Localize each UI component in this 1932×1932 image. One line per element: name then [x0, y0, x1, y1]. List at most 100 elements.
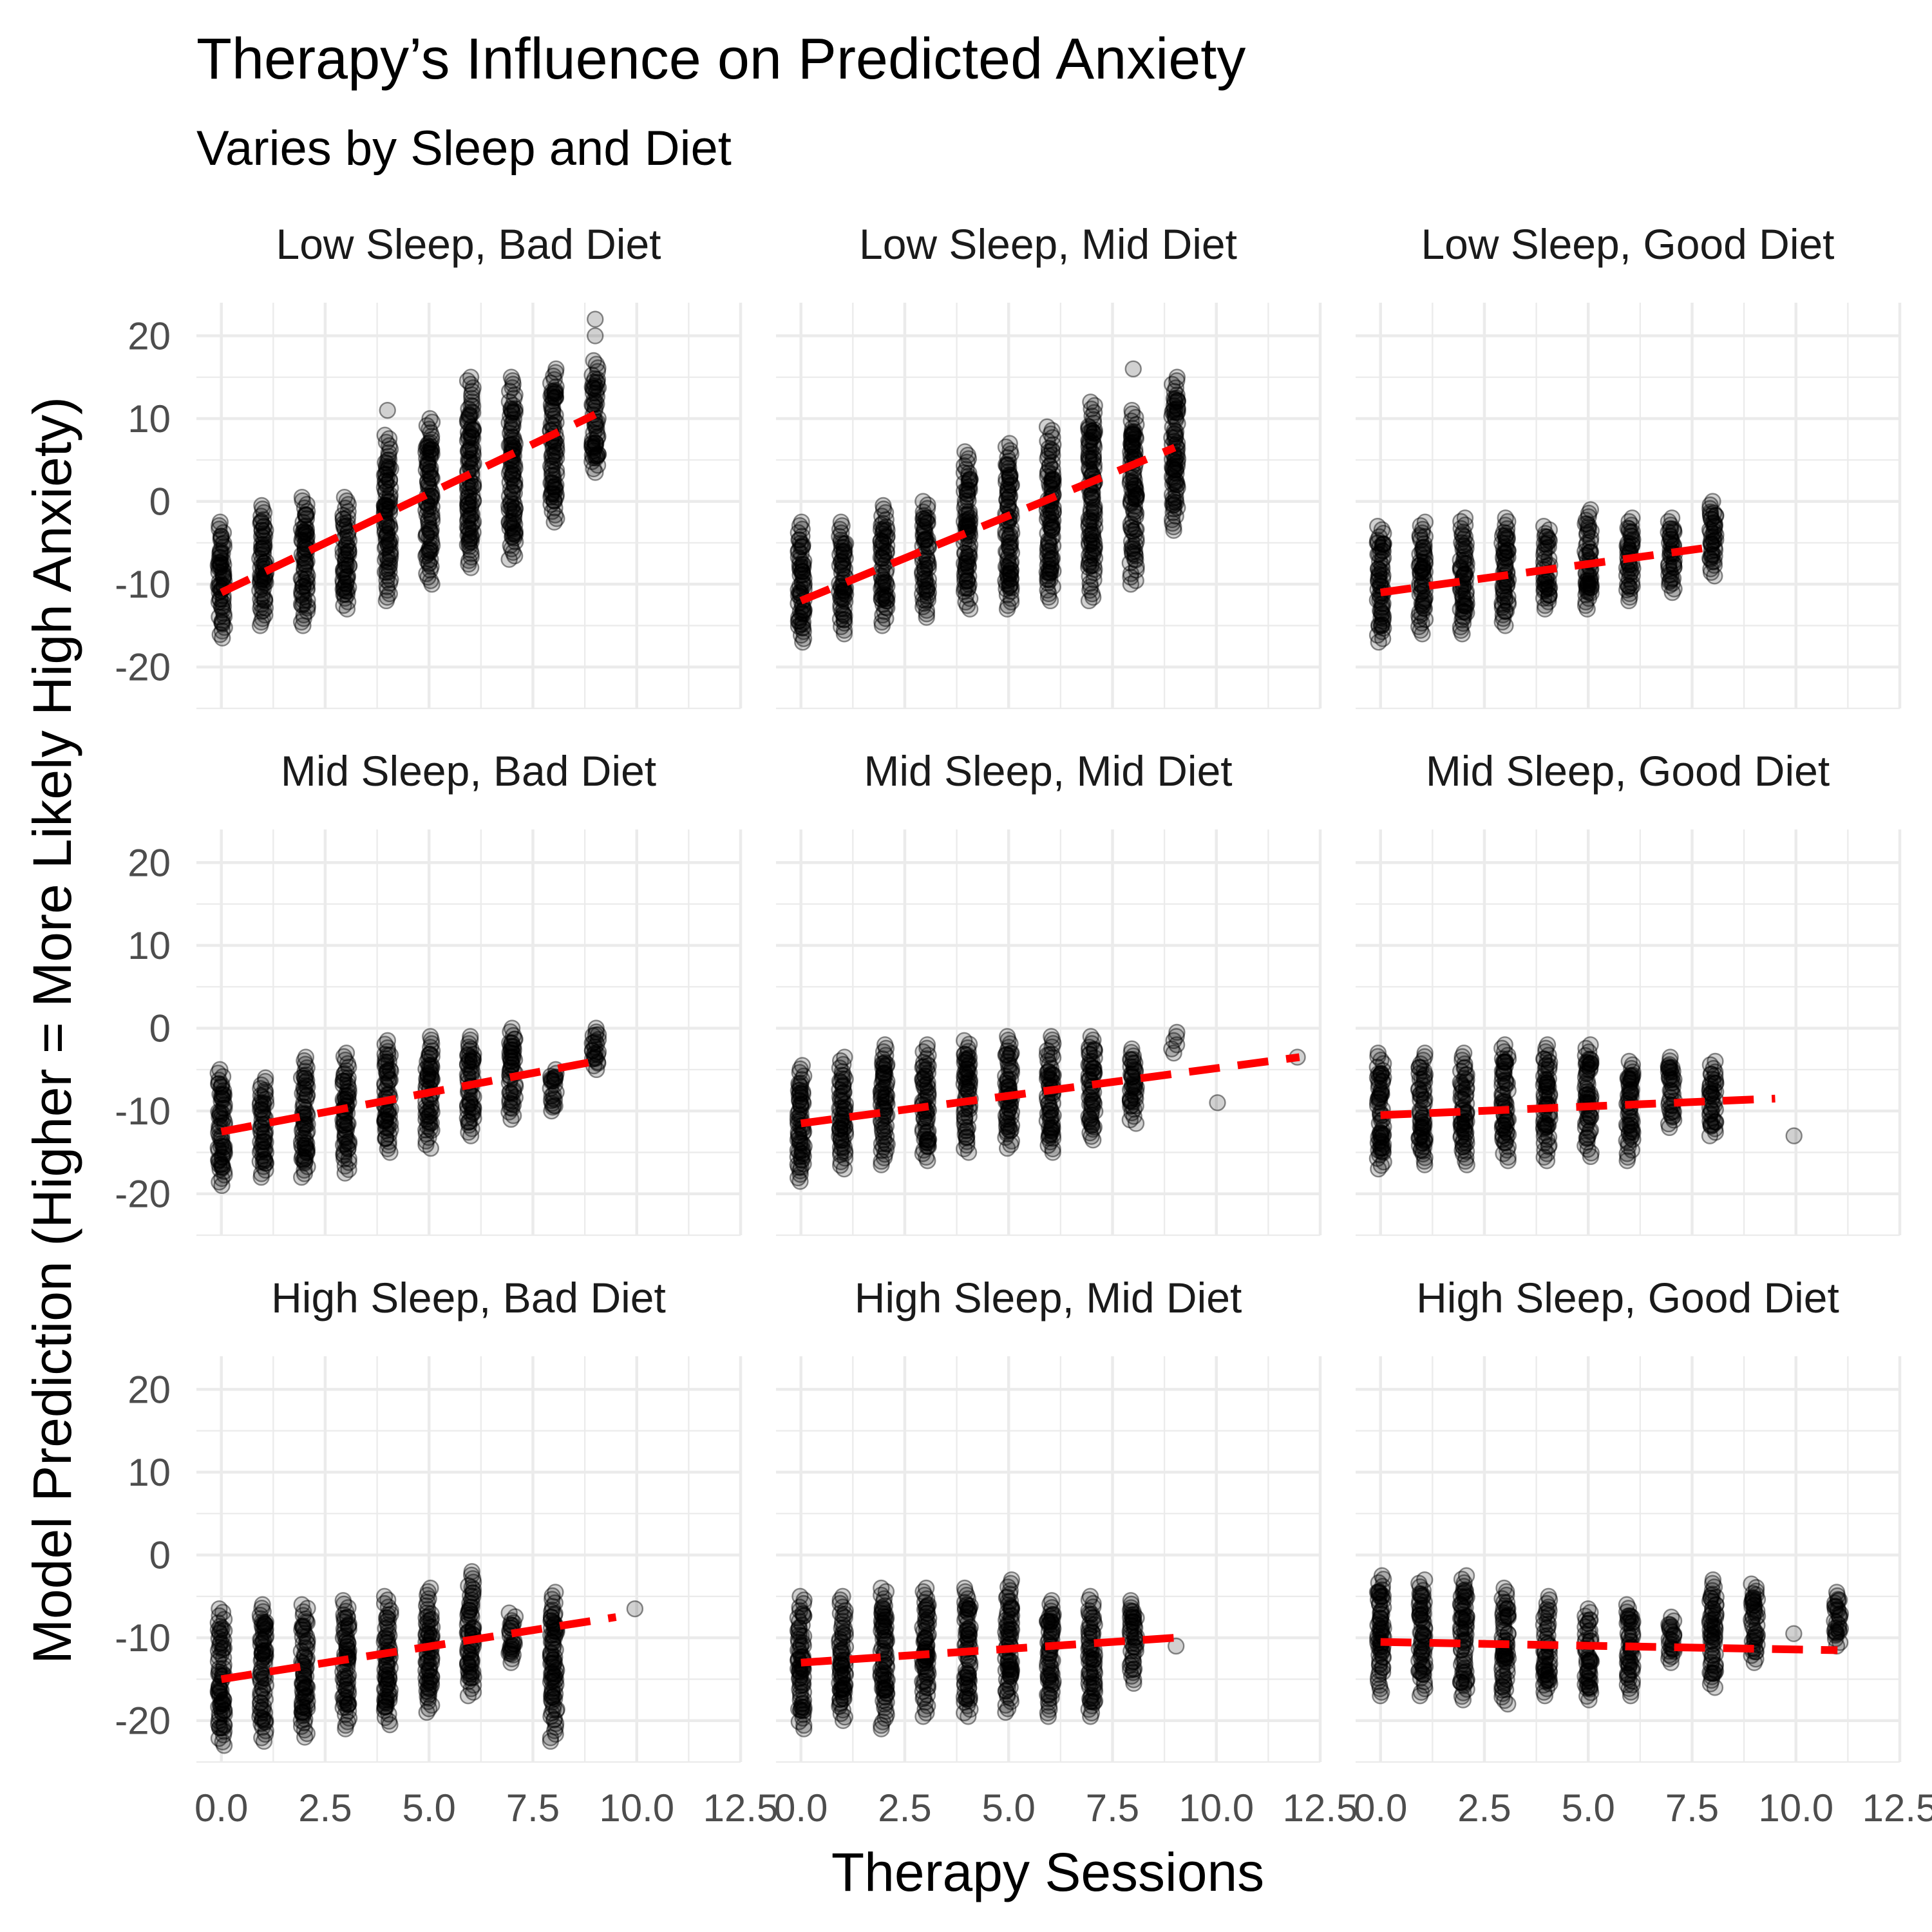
data-point	[460, 533, 478, 550]
data-point	[875, 574, 893, 591]
data-point	[339, 514, 356, 531]
data-point	[256, 591, 274, 609]
trend-line	[220, 1057, 596, 1136]
data-point	[956, 443, 974, 460]
data-point	[298, 506, 315, 524]
data-point	[336, 560, 354, 578]
data-point	[504, 375, 522, 393]
data-point	[252, 513, 270, 531]
facet-strip-label: Mid Sleep, Mid Diet	[864, 747, 1232, 795]
data-point	[543, 464, 561, 481]
data-point	[1126, 502, 1144, 520]
data-point	[253, 603, 270, 620]
data-point	[294, 578, 312, 595]
data-point	[210, 554, 228, 571]
data-point	[417, 461, 435, 479]
data-point	[377, 457, 395, 475]
data-point	[460, 430, 477, 447]
data-point	[463, 390, 480, 407]
data-point	[423, 498, 441, 515]
data-point	[296, 506, 314, 523]
data-point	[294, 1689, 312, 1707]
data-point	[998, 1028, 1016, 1045]
data-point	[253, 553, 270, 571]
data-point	[337, 551, 354, 569]
data-point	[381, 518, 399, 536]
data-point	[252, 572, 269, 590]
data-point	[376, 564, 394, 581]
data-point	[255, 601, 272, 620]
data-point	[504, 414, 522, 432]
data-point	[547, 1584, 564, 1601]
data-point	[422, 1605, 440, 1623]
data-point	[381, 500, 398, 518]
data-point	[255, 536, 273, 553]
data-point	[546, 385, 564, 402]
data-point	[1373, 599, 1390, 617]
data-point	[419, 569, 437, 586]
data-point	[380, 430, 398, 448]
data-point	[504, 466, 522, 484]
data-point	[462, 530, 479, 547]
data-point	[506, 484, 523, 502]
data-point	[417, 502, 435, 519]
data-point	[382, 479, 399, 497]
data-point	[382, 546, 399, 564]
data-point	[381, 471, 399, 489]
data-point	[423, 575, 440, 593]
data-point	[1122, 443, 1139, 460]
data-point	[299, 567, 316, 585]
data-point	[1414, 1119, 1432, 1136]
data-point	[337, 574, 355, 592]
data-point	[339, 582, 356, 600]
data-point	[500, 514, 518, 531]
data-point	[340, 557, 358, 574]
data-point	[210, 559, 228, 576]
data-point	[419, 477, 437, 495]
data-point	[834, 1077, 851, 1095]
data-point	[256, 538, 273, 555]
data-point	[502, 400, 520, 417]
data-point	[254, 573, 272, 591]
data-point	[463, 428, 480, 446]
data-point	[380, 559, 397, 576]
data-point	[298, 1633, 316, 1651]
data-point	[1540, 531, 1557, 548]
data-point	[1372, 1139, 1389, 1157]
data-point	[1497, 509, 1514, 527]
data-point	[1168, 1023, 1186, 1041]
data-point	[504, 520, 522, 538]
data-point	[1411, 529, 1429, 546]
data-point	[299, 599, 316, 616]
data-point	[253, 540, 270, 558]
data-point	[294, 1619, 312, 1636]
data-point	[464, 397, 482, 415]
y-tick-label: -20	[115, 646, 171, 689]
data-point	[462, 548, 480, 566]
data-point	[1540, 1137, 1558, 1154]
data-point	[376, 473, 394, 490]
data-point	[337, 550, 354, 567]
y-tick-label: 20	[128, 314, 171, 357]
data-point	[377, 497, 395, 514]
data-point	[502, 461, 519, 478]
data-point	[335, 515, 352, 533]
data-point	[462, 375, 480, 393]
data-point	[505, 477, 523, 495]
x-tick-label: 5.0	[402, 1786, 456, 1830]
data-point	[504, 417, 522, 435]
data-point	[1002, 1063, 1019, 1080]
data-point	[1582, 543, 1600, 561]
data-point	[254, 529, 272, 546]
data-point	[334, 546, 352, 564]
data-point	[459, 527, 477, 544]
data-point	[339, 539, 357, 556]
data-point	[1414, 561, 1432, 578]
y-tick-label: 10	[128, 1451, 171, 1494]
data-point	[339, 567, 357, 585]
data-point	[421, 442, 439, 459]
data-point	[336, 564, 354, 581]
data-point	[545, 513, 563, 531]
data-point	[834, 1587, 851, 1605]
data-point	[464, 379, 482, 397]
